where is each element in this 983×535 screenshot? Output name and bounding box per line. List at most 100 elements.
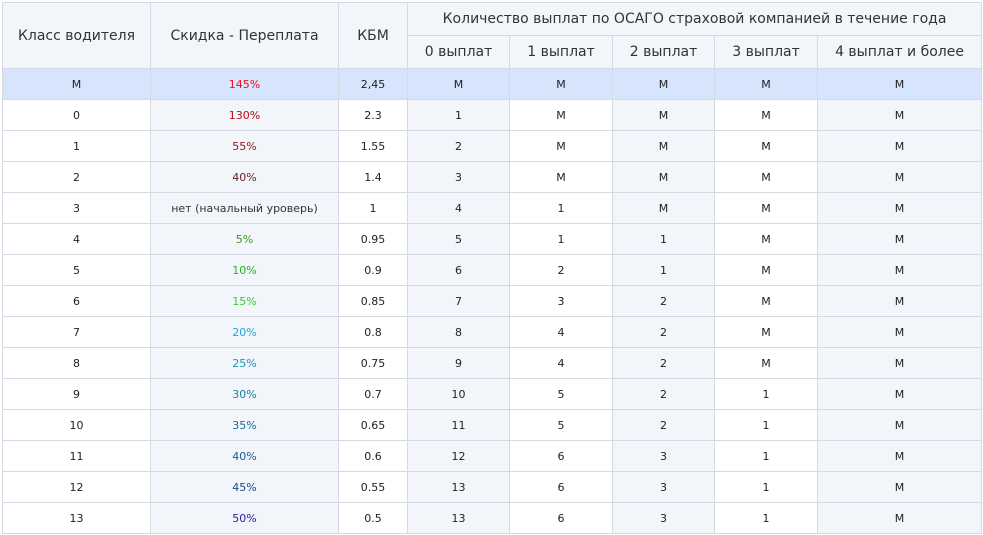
cell-payouts-3: M xyxy=(714,130,818,162)
cell-kbm: 0.5 xyxy=(338,502,408,534)
cell-payouts-0: 3 xyxy=(407,161,510,193)
cell-payouts-1: 2 xyxy=(509,254,613,286)
cell-driver-class: 0 xyxy=(2,99,151,131)
cell-payouts-1: 6 xyxy=(509,471,613,503)
table-row: 6 15% 0.85 7 3 2 M M xyxy=(2,285,983,317)
table-row: 3 нет (начальный уроверь) 1 4 1 M M M xyxy=(2,192,983,224)
cell-payouts-3: 1 xyxy=(714,409,818,441)
cell-payouts-2: M xyxy=(612,130,715,162)
cell-payouts-4-plus: M xyxy=(816,130,983,162)
cell-payouts-3: M xyxy=(714,347,818,379)
table-row: 4 5% 0.95 5 1 1 M M xyxy=(2,223,983,255)
cell-driver-class: 2 xyxy=(2,161,151,193)
cell-payouts-3: M xyxy=(714,254,818,286)
cell-driver-class: 8 xyxy=(2,347,151,379)
table-row: 2 40% 1.4 3 M M M M xyxy=(2,161,983,193)
cell-driver-class: 3 xyxy=(2,192,151,224)
cell-payouts-4-plus: M xyxy=(816,68,983,100)
table-row: 8 25% 0.75 9 4 2 M M xyxy=(2,347,983,379)
cell-payouts-1: 6 xyxy=(509,440,613,472)
cell-discount: 20% xyxy=(150,316,339,348)
cell-payouts-3: M xyxy=(714,161,818,193)
cell-payouts-1: 1 xyxy=(509,223,613,255)
cell-payouts-0: 1 xyxy=(407,99,510,131)
cell-payouts-4-plus: M xyxy=(816,409,983,441)
header-driver-class: Класс водителя xyxy=(2,2,151,69)
cell-payouts-2: 2 xyxy=(612,347,715,379)
cell-discount: 55% xyxy=(150,130,339,162)
table-row: 10 35% 0.65 11 5 2 1 M xyxy=(2,409,983,441)
cell-payouts-0: 13 xyxy=(407,471,510,503)
cell-payouts-1: 3 xyxy=(509,285,613,317)
cell-payouts-0: 8 xyxy=(407,316,510,348)
cell-payouts-2: 3 xyxy=(612,471,715,503)
table-row: 13 50% 0.5 13 6 3 1 M xyxy=(2,502,983,534)
cell-kbm: 0.55 xyxy=(338,471,408,503)
cell-kbm: 0.7 xyxy=(338,378,408,410)
cell-payouts-4-plus: M xyxy=(816,285,983,317)
cell-payouts-0: 5 xyxy=(407,223,510,255)
cell-payouts-1: 4 xyxy=(509,316,613,348)
cell-discount: 145% xyxy=(150,68,339,100)
cell-driver-class: M xyxy=(2,68,151,100)
cell-payouts-1: M xyxy=(509,130,613,162)
cell-payouts-2: M xyxy=(612,99,715,131)
table-row: 11 40% 0.6 12 6 3 1 M xyxy=(2,440,983,472)
table-row: 5 10% 0.9 6 2 1 M M xyxy=(2,254,983,286)
header-kbm: КБМ xyxy=(338,2,408,69)
cell-payouts-2: M xyxy=(612,68,715,100)
cell-payouts-4-plus: M xyxy=(816,440,983,472)
cell-payouts-1: 1 xyxy=(509,192,613,224)
cell-driver-class: 1 xyxy=(2,130,151,162)
cell-discount: нет (начальный уроверь) xyxy=(150,192,339,224)
header-payouts-0: 0 выплат xyxy=(407,35,510,69)
cell-driver-class: 10 xyxy=(2,409,151,441)
cell-payouts-2: 3 xyxy=(612,502,715,534)
cell-payouts-1: M xyxy=(509,99,613,131)
table-row: 12 45% 0.55 13 6 3 1 M xyxy=(2,471,983,503)
cell-payouts-4-plus: M xyxy=(816,502,983,534)
cell-payouts-4-plus: M xyxy=(816,378,983,410)
cell-payouts-3: M xyxy=(714,316,818,348)
cell-discount: 15% xyxy=(150,285,339,317)
cell-kbm: 1.4 xyxy=(338,161,408,193)
header-discount: Скидка - Переплата xyxy=(150,2,339,69)
cell-payouts-0: 12 xyxy=(407,440,510,472)
cell-payouts-4-plus: M xyxy=(816,316,983,348)
cell-payouts-2: M xyxy=(612,192,715,224)
cell-payouts-4-plus: M xyxy=(816,254,983,286)
cell-kbm: 1 xyxy=(338,192,408,224)
cell-driver-class: 9 xyxy=(2,378,151,410)
cell-discount: 25% xyxy=(150,347,339,379)
cell-payouts-1: M xyxy=(509,68,613,100)
cell-payouts-2: 2 xyxy=(612,378,715,410)
table-row: 7 20% 0.8 8 4 2 M M xyxy=(2,316,983,348)
cell-payouts-4-plus: M xyxy=(816,99,983,131)
table-row: 0 130% 2.3 1 M M M M xyxy=(2,99,983,131)
cell-payouts-0: 13 xyxy=(407,502,510,534)
cell-kbm: 0.9 xyxy=(338,254,408,286)
cell-payouts-3: 1 xyxy=(714,502,818,534)
cell-discount: 50% xyxy=(150,502,339,534)
table-row: 9 30% 0.7 10 5 2 1 M xyxy=(2,378,983,410)
cell-payouts-4-plus: M xyxy=(816,192,983,224)
cell-payouts-3: 1 xyxy=(714,378,818,410)
cell-discount: 40% xyxy=(150,440,339,472)
cell-kbm: 2,45 xyxy=(338,68,408,100)
header-payouts-group: Количество выплат по ОСАГО страховой ком… xyxy=(406,2,983,36)
cell-kbm: 2.3 xyxy=(338,99,408,131)
cell-kbm: 0.75 xyxy=(338,347,408,379)
cell-kbm: 1.55 xyxy=(338,130,408,162)
cell-kbm: 0.6 xyxy=(338,440,408,472)
cell-payouts-3: M xyxy=(714,285,818,317)
cell-kbm: 0.8 xyxy=(338,316,408,348)
cell-payouts-4-plus: M xyxy=(816,471,983,503)
cell-payouts-2: 1 xyxy=(612,254,715,286)
cell-discount: 5% xyxy=(150,223,339,255)
cell-payouts-0: 11 xyxy=(407,409,510,441)
cell-discount: 45% xyxy=(150,471,339,503)
cell-driver-class: 5 xyxy=(2,254,151,286)
cell-payouts-2: M xyxy=(612,161,715,193)
cell-payouts-3: 1 xyxy=(714,440,818,472)
